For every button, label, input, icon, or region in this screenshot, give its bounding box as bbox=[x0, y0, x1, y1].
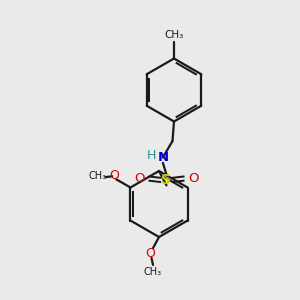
Text: CH₃: CH₃ bbox=[88, 171, 106, 181]
Text: N: N bbox=[157, 151, 169, 164]
Text: O: O bbox=[189, 172, 199, 185]
Text: H: H bbox=[147, 148, 156, 162]
Text: O: O bbox=[134, 172, 145, 185]
Text: O: O bbox=[145, 247, 155, 260]
Text: CH₃: CH₃ bbox=[164, 30, 184, 40]
Text: CH₃: CH₃ bbox=[144, 267, 162, 277]
Text: O: O bbox=[110, 169, 120, 182]
Text: S: S bbox=[161, 173, 172, 187]
